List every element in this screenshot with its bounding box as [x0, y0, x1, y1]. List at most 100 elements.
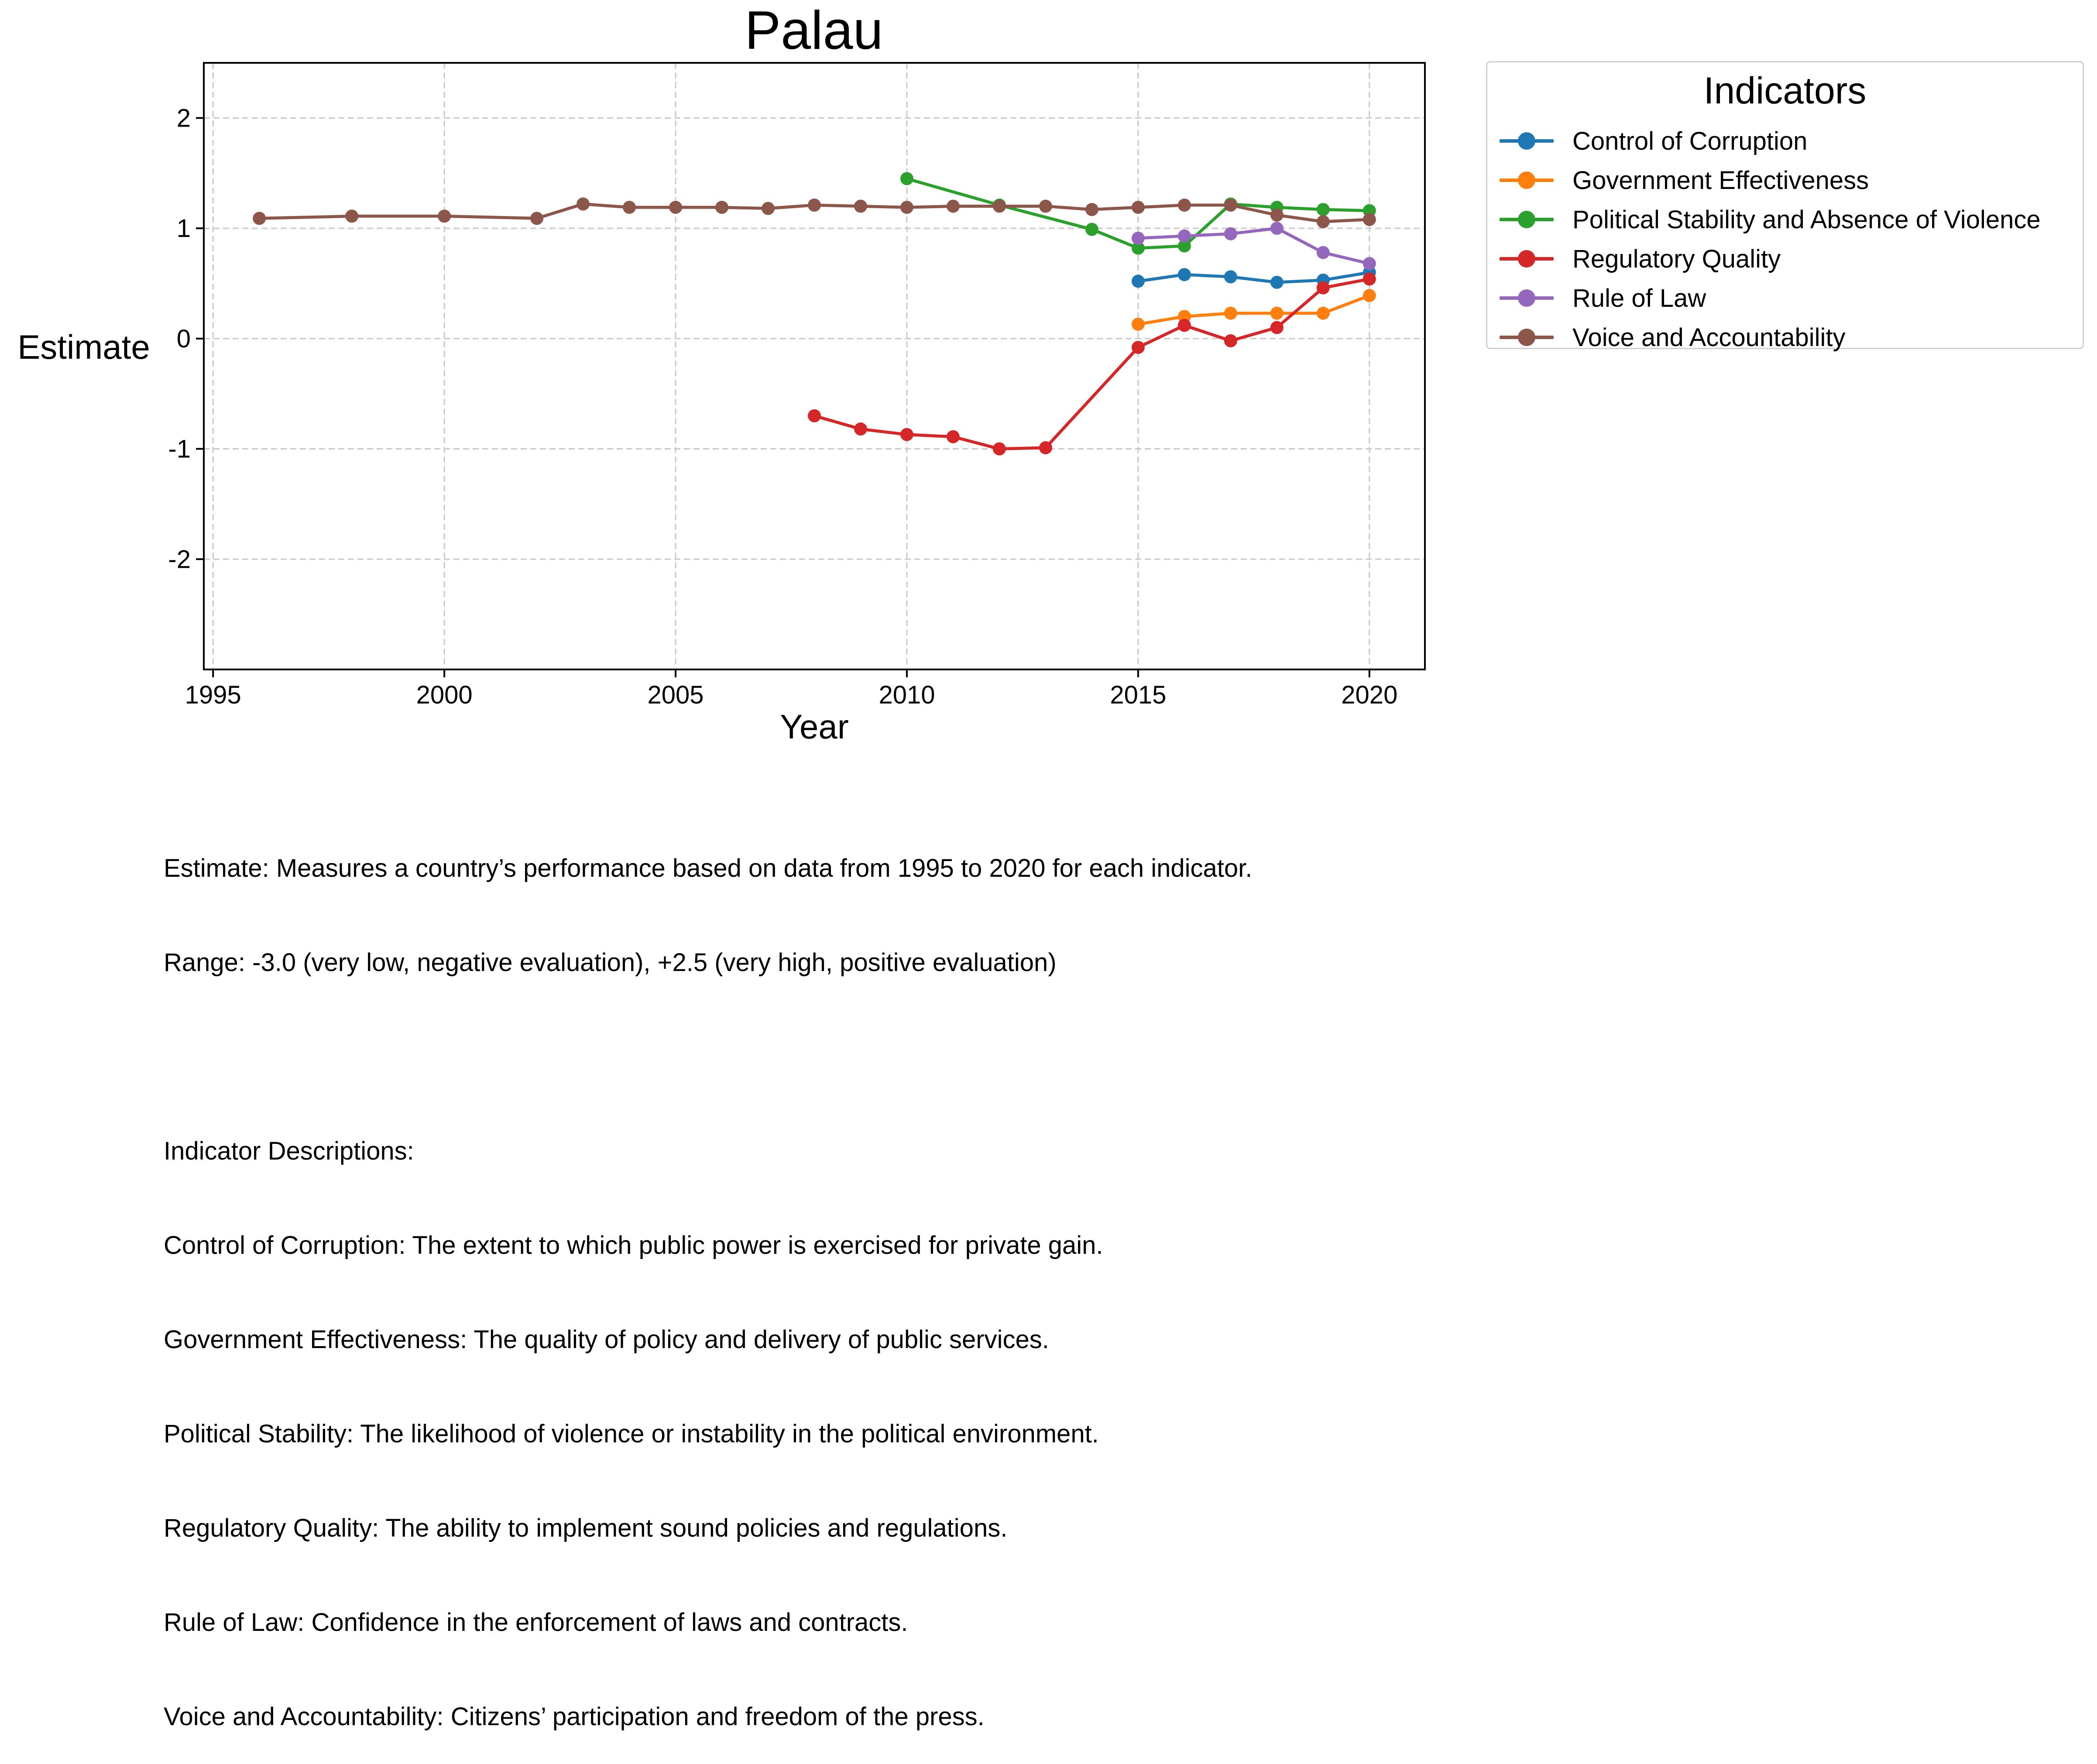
- description-voice-and-accountability: Voice and Accountability: Citizens’ part…: [164, 1702, 985, 1731]
- data-point: [1177, 268, 1191, 281]
- y-axis-label: Estimate: [17, 328, 150, 366]
- description-control-of-corruption: Control of Corruption: The extent to whi…: [164, 1231, 1103, 1260]
- data-point: [438, 209, 451, 223]
- data-point: [1224, 306, 1237, 320]
- legend-label: Control of Corruption: [1572, 127, 1808, 155]
- data-point: [854, 422, 867, 436]
- series-voice-and-accountability: [253, 197, 1376, 228]
- legend-label: Government Effectiveness: [1572, 166, 1869, 195]
- estimate-note: Estimate: Measures a country’s performan…: [164, 854, 1253, 882]
- data-point: [762, 202, 775, 215]
- data-point: [808, 199, 821, 212]
- notes: Estimate: Measures a country’s performan…: [164, 790, 1252, 1764]
- legend-marker: [1496, 241, 1557, 276]
- plot-area-frame: [203, 62, 1426, 670]
- data-point: [1224, 270, 1237, 284]
- data-point: [1131, 275, 1145, 288]
- x-axis-label: Year: [780, 707, 849, 746]
- legend-label: Political Stability and Absence of Viole…: [1572, 205, 2041, 234]
- range-note: Range: -3.0 (very low, negative evaluati…: [164, 948, 1057, 977]
- y-tick-label: 0: [177, 325, 191, 353]
- data-point: [900, 172, 913, 185]
- x-tick-label: 2020: [1341, 681, 1397, 709]
- description-regulatory-quality: Regulatory Quality: The ability to imple…: [164, 1514, 1008, 1542]
- series-line: [1138, 271, 1370, 284]
- legend-item-political-stability-and-absence-of-violence: Political Stability and Absence of Viole…: [1496, 202, 2041, 237]
- data-point: [992, 199, 1006, 213]
- data-point: [946, 430, 960, 443]
- series-government-effectiveness: [1131, 289, 1376, 331]
- data-point: [345, 209, 359, 223]
- legend-marker: [1496, 281, 1557, 316]
- y-tick-label: 1: [177, 214, 191, 243]
- data-point: [1177, 199, 1191, 212]
- y-tick-label: -1: [168, 435, 191, 463]
- data-point: [1039, 441, 1052, 455]
- data-point: [1316, 306, 1330, 320]
- data-point: [1316, 281, 1330, 295]
- legend: Indicators Control of Corruption Governme…: [1486, 61, 2084, 352]
- data-point: [1039, 199, 1052, 213]
- data-point: [1224, 334, 1237, 347]
- legend-marker: [1496, 202, 1557, 237]
- data-point: [1270, 306, 1284, 320]
- legend-dot: [1518, 172, 1535, 189]
- data-point: [1131, 317, 1145, 331]
- data-point: [715, 201, 729, 214]
- legend-marker: [1496, 124, 1557, 158]
- legend-label: Voice and Accountability: [1572, 323, 1846, 352]
- legend-dot: [1518, 250, 1535, 268]
- data-point: [1316, 246, 1330, 259]
- series-regulatory-quality: [808, 272, 1376, 456]
- data-point: [1085, 203, 1098, 216]
- data-point: [253, 212, 266, 225]
- data-point: [808, 409, 821, 422]
- data-point: [900, 201, 913, 214]
- data-point: [1316, 215, 1330, 228]
- data-point: [1224, 227, 1237, 240]
- series-line: [259, 202, 1369, 223]
- legend-label: Regulatory Quality: [1572, 244, 1781, 273]
- y-tick-label: -2: [168, 545, 191, 573]
- series-line: [1138, 227, 1370, 265]
- x-tick-label: 2010: [879, 681, 935, 709]
- chart: Palau 1995 2000 2005 2010 2015 2020 -2 -1 0 1 2 Y…: [17, 0, 1426, 746]
- data-point: [1131, 201, 1145, 214]
- legend-item-control-of-corruption: Control of Corruption: [1496, 124, 1807, 158]
- legend-title: Indicators: [1703, 70, 1867, 112]
- data-point: [946, 199, 960, 213]
- data-point: [1224, 199, 1237, 212]
- description-rule-of-law: Rule of Law: Confidence in the enforceme…: [164, 1608, 908, 1637]
- data-point: [1085, 223, 1098, 236]
- series-layer: [253, 172, 1376, 456]
- data-point: [992, 442, 1006, 456]
- legend-item-voice-and-accountability: Voice and Accountability: [1496, 320, 1846, 355]
- series-rule-of-law: [1131, 222, 1376, 270]
- legend-dot: [1518, 211, 1535, 228]
- data-point: [669, 201, 683, 214]
- data-point: [530, 212, 544, 225]
- x-tick-label: 2000: [416, 681, 473, 709]
- x-axis-ticks: 1995 2000 2005 2010 2015 2020: [185, 669, 1397, 709]
- chart-title: Palau: [745, 0, 883, 61]
- data-point: [1131, 341, 1145, 354]
- descriptions-heading: Indicator Descriptions:: [164, 1137, 414, 1165]
- data-point: [1177, 239, 1191, 253]
- data-point: [1177, 319, 1191, 332]
- x-tick-label: 2005: [648, 681, 704, 709]
- data-point: [1363, 213, 1376, 226]
- series-line: [1138, 294, 1370, 326]
- x-tick-label: 1995: [185, 681, 241, 709]
- notes-spacer: [164, 1041, 1252, 1073]
- data-point: [577, 197, 590, 211]
- y-axis-ticks: -2 -1 0 1 2: [168, 104, 204, 573]
- legend-marker: [1496, 163, 1557, 198]
- data-point: [1131, 231, 1145, 245]
- legend-item-government-effectiveness: Government Effectiveness: [1496, 163, 1869, 198]
- legend-item-rule-of-law: Rule of Law: [1496, 281, 1706, 316]
- data-point: [623, 201, 636, 214]
- data-point: [1316, 203, 1330, 216]
- x-tick-label: 2015: [1110, 681, 1166, 709]
- series-line: [814, 277, 1370, 450]
- data-point: [1363, 257, 1376, 270]
